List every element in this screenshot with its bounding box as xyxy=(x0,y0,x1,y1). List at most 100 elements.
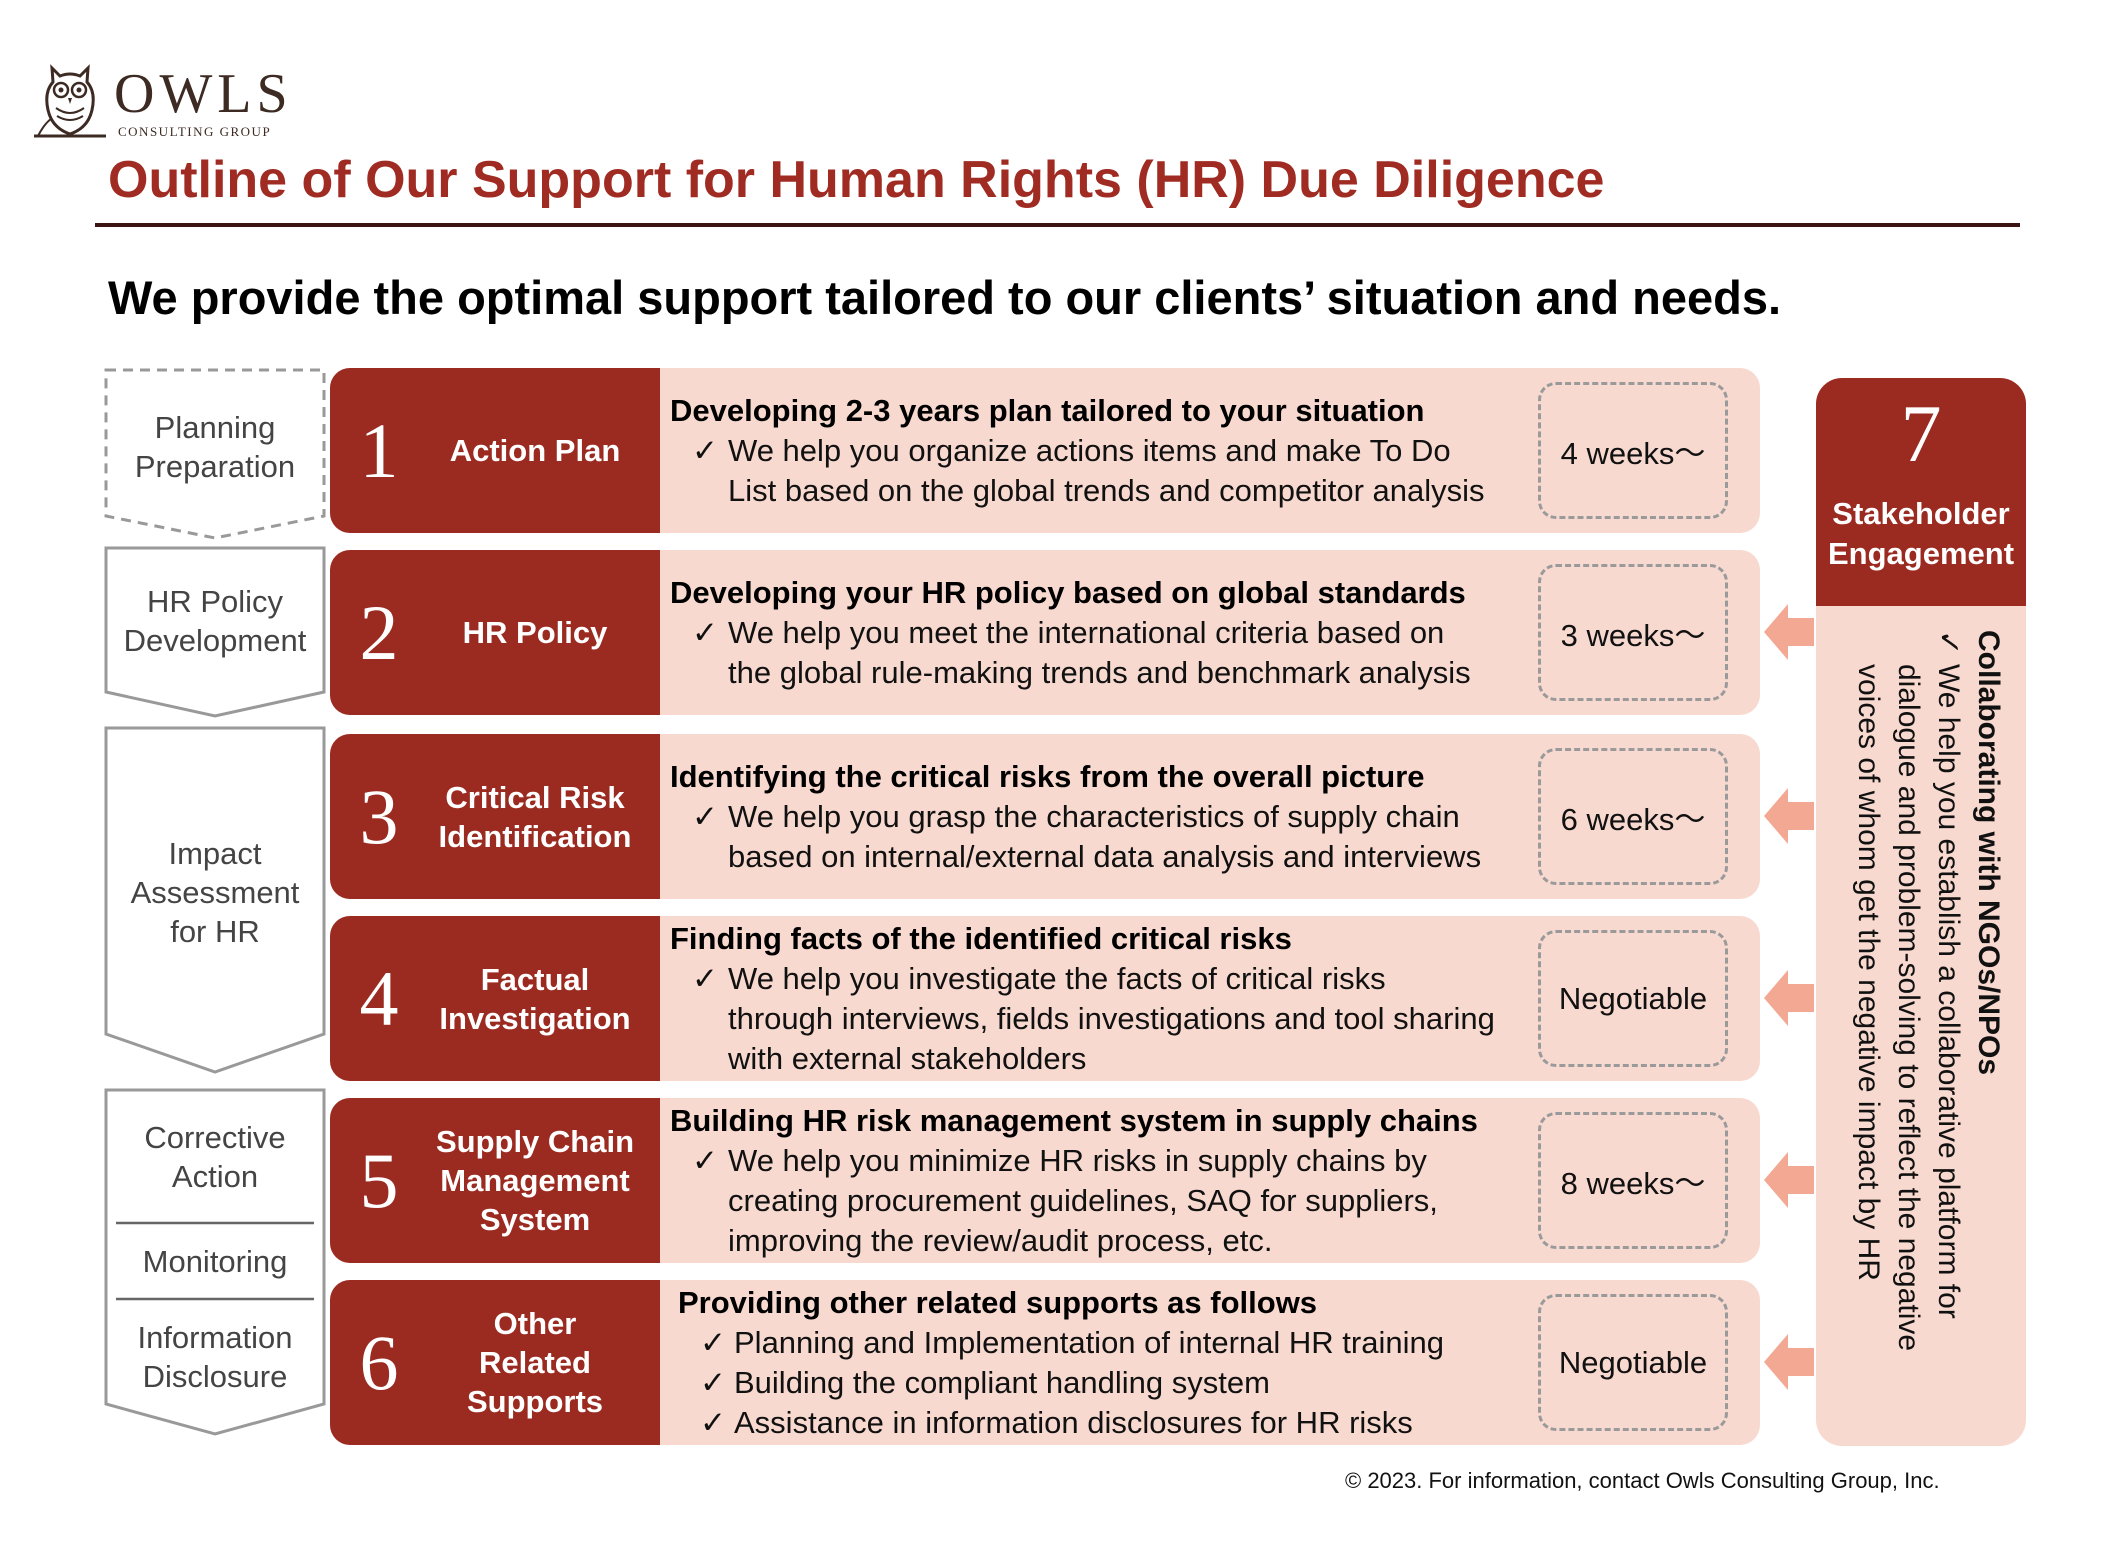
phase-label: Impact Assessment for HR xyxy=(104,834,326,951)
phase-line: for HR xyxy=(170,914,260,949)
step-bullet: ✓ We help you grasp the characteristics o… xyxy=(670,797,1550,837)
step-name-line: System xyxy=(479,1202,591,1237)
phase-impact-assessment: Impact Assessment for HR xyxy=(104,726,326,1074)
check-icon: ✓ xyxy=(692,960,718,996)
step-heading: Building HR risk management system in su… xyxy=(670,1102,1478,1138)
step-content: Finding facts of the identified critical… xyxy=(670,916,1550,1081)
phase-line: Assessment xyxy=(130,875,300,910)
stakeholder-heading: Collaborating with NGOs/NPOs xyxy=(1972,630,2005,1076)
title-divider xyxy=(95,223,2020,227)
step-bullet: ✓ Planning and Implementation of internal… xyxy=(678,1323,1558,1363)
step-bullet: ✓ We help you minimize HR risks in supply… xyxy=(670,1141,1550,1181)
phase-line: HR Policy xyxy=(146,584,284,619)
step-heading: Developing your HR policy based on globa… xyxy=(670,574,1466,610)
step-bullet-continuation: with external stakeholders xyxy=(728,1040,1087,1076)
step-heading: Finding facts of the identified critical… xyxy=(670,920,1292,956)
step-label-box: 2 HR Policy xyxy=(330,550,660,715)
step-name-line: Factual xyxy=(480,961,590,997)
phase-label-information-disclosure: Information Disclosure xyxy=(104,1318,326,1396)
step-heading: Providing other related supports as foll… xyxy=(678,1284,1318,1320)
step-label-box: 1 Action Plan xyxy=(330,368,660,533)
check-icon: ✓ xyxy=(700,1364,726,1400)
step-name: Supply Chain Management System xyxy=(410,1098,660,1263)
check-icon: ✓ xyxy=(692,432,718,468)
tagline: We provide the optimal support tailored … xyxy=(108,271,1782,324)
arrow-left-icon xyxy=(1764,1334,1814,1390)
step-row-action-plan: 1 Action Plan Developing 2-3 years plan … xyxy=(330,368,1760,533)
step-content: Identifying the critical risks from the … xyxy=(670,734,1550,899)
step-bullet: ✓ Assistance in information disclosures f… xyxy=(678,1403,1558,1443)
owl-icon xyxy=(34,64,106,138)
step-bullet: ✓ Building the compliant handling system xyxy=(678,1363,1558,1403)
step-number: 2 xyxy=(359,588,399,676)
phase-line: Information xyxy=(137,1320,293,1355)
step-row-other-related-supports: 6 Other Related Supports Providing other… xyxy=(330,1280,1760,1445)
phase-line: Impact xyxy=(168,836,262,871)
step-bullet-continuation: creating procurement guidelines, SAQ for… xyxy=(728,1182,1438,1218)
phase-shape xyxy=(104,726,326,1074)
arrow-left-icon xyxy=(1764,788,1814,844)
step-bullets: ✓ We help you minimize HR risks in supply… xyxy=(670,1141,1550,1261)
step-number: 6 xyxy=(359,1318,399,1406)
step-name-line: HR Policy xyxy=(462,615,608,650)
step-content: Providing other related supports as foll… xyxy=(678,1280,1558,1445)
arrow-left-icon xyxy=(1764,1152,1814,1208)
step-name-line: Related xyxy=(479,1345,591,1380)
step-heading: Developing 2-3 years plan tailored to yo… xyxy=(670,392,1425,428)
logo-subtitle: CONSULTING GROUP xyxy=(118,124,272,139)
step-bullets: ✓ We help you meet the international crit… xyxy=(670,613,1550,693)
step-name-line: Investigation xyxy=(439,1000,631,1036)
stakeholder-description: Collaborating with NGOs/NPOs ✓ We help yo… xyxy=(1848,630,2008,1430)
check-icon: ✓ xyxy=(700,1324,726,1360)
step-number: 4 xyxy=(359,954,399,1042)
step-name-line: Action Plan xyxy=(449,433,621,468)
phase-line: Planning xyxy=(154,410,276,445)
company-logo: OWLS CONSULTING GROUP xyxy=(30,58,300,143)
stakeholder-title: Stakeholder Engagement xyxy=(1816,494,2026,574)
step-name: Critical Risk Identification xyxy=(410,734,660,899)
check-icon: ✓ xyxy=(700,1404,726,1440)
phase-shape xyxy=(104,368,326,540)
phase-line: Disclosure xyxy=(142,1359,288,1394)
step-label-box: 5 Supply Chain Management System xyxy=(330,1098,660,1263)
check-icon: ✓ xyxy=(692,614,718,650)
stakeholder-title-line: Stakeholder xyxy=(1832,496,2010,531)
stakeholder-bullet: ✓ We help you establish a collaborative p… xyxy=(1928,630,1968,1430)
duration-badge: Negotiable xyxy=(1538,930,1728,1067)
step-bullet-continuation: based on internal/external data analysis… xyxy=(728,838,1482,874)
phase-line: Action xyxy=(171,1159,259,1194)
phase-label: Planning Preparation xyxy=(104,408,326,486)
step-name-line: Identification xyxy=(438,818,632,854)
phase-shape xyxy=(104,1088,326,1436)
phase-corrective-monitoring-disclosure: Corrective Action Monitoring Information… xyxy=(104,1088,326,1436)
step-row-supply-chain-management-system: 5 Supply Chain Management System Buildin… xyxy=(330,1098,1760,1263)
step-bullets: ✓ We help you investigate the facts of cr… xyxy=(670,959,1550,1079)
step-label-box: 6 Other Related Supports xyxy=(330,1280,660,1445)
step-name-line: Supply Chain xyxy=(435,1124,635,1159)
duration-badge: 8 weeks〜 xyxy=(1538,1112,1728,1249)
step-label-box: 3 Critical Risk Identification xyxy=(330,734,660,899)
copyright-footer: © 2023. For information, contact Owls Co… xyxy=(1345,1468,1940,1493)
step-row-hr-policy: 2 HR Policy Developing your HR policy ba… xyxy=(330,550,1760,715)
step-bullet-continuation: List based on the global trends and comp… xyxy=(728,472,1485,508)
step-bullets: ✓ Planning and Implementation of internal… xyxy=(678,1323,1558,1443)
stakeholder-bullet-continuation: dialogue and problem-solving to reflect … xyxy=(1892,664,1925,1352)
step-bullets: ✓ We help you organize actions items and … xyxy=(670,431,1550,511)
stakeholder-bullet-continuation: voices of whom get the negative impact b… xyxy=(1852,664,1885,1281)
check-icon: ✓ xyxy=(692,798,718,834)
step-name: Factual Investigation xyxy=(410,916,660,1081)
step-bullet: ✓ We help you investigate the facts of cr… xyxy=(670,959,1550,999)
step-row-critical-risk-identification: 3 Critical Risk Identification Identifyi… xyxy=(330,734,1760,899)
arrow-left-icon xyxy=(1764,970,1814,1026)
stakeholder-title-line: Engagement xyxy=(1827,536,2015,571)
step-name-line: Management xyxy=(440,1163,630,1198)
arrow-left-icon xyxy=(1764,604,1814,660)
duration-badge: 4 weeks〜 xyxy=(1538,382,1728,519)
duration-badge: Negotiable xyxy=(1538,1294,1728,1431)
step-number: 1 xyxy=(359,406,399,494)
step-name-line: Critical Risk xyxy=(445,779,625,815)
step-name-line: Supports xyxy=(466,1384,604,1419)
phase-planning-preparation: Planning Preparation xyxy=(104,368,326,540)
phase-label: HR Policy Development xyxy=(104,582,326,660)
phase-line: Corrective xyxy=(144,1120,286,1155)
